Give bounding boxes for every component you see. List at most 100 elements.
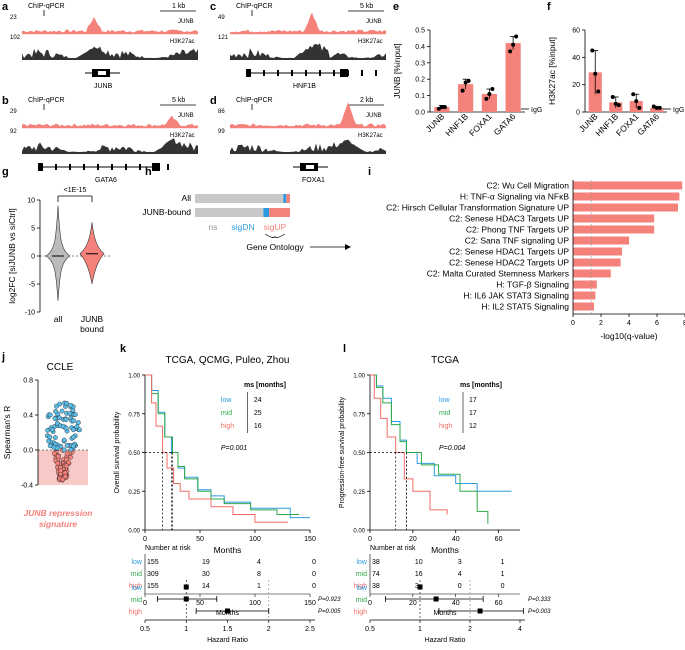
go-bar <box>573 258 621 267</box>
hr-tick-label: 2.5 <box>305 626 315 633</box>
k27-max-c: 121 <box>218 35 229 41</box>
risk-group-low: low <box>131 559 142 566</box>
panel-letter-f: f <box>547 1 551 13</box>
legend-low: low <box>221 397 232 404</box>
y-axis-label: Overall survival probability <box>114 411 121 493</box>
stacked-bar-bound <box>195 208 264 217</box>
data-point <box>631 92 636 97</box>
go-term-label: C2: Senese HDAC3 Targets UP <box>449 214 569 224</box>
hr-group-mid: mid <box>131 597 142 604</box>
risk-count: 16 <box>415 571 423 578</box>
category-label-bound: bound <box>80 324 104 334</box>
cell-line-point <box>61 437 67 443</box>
cell-line-point <box>63 417 69 423</box>
go-term-label: H: TNF-α Signaling via NFκB <box>460 192 569 202</box>
go-term-label: C2: Malta Curated Stemness Markers <box>427 269 569 279</box>
data-point <box>439 105 444 110</box>
cell-line-point <box>47 412 53 418</box>
risk-count: 3 <box>415 583 419 590</box>
hr-point <box>183 584 189 590</box>
k27-signal-a <box>22 46 198 60</box>
median-value-high: 16 <box>254 423 262 430</box>
category-label-all: all <box>54 314 63 324</box>
go-bar <box>573 203 678 212</box>
risk-count: 3 <box>458 559 462 566</box>
data-point <box>436 106 441 111</box>
junb-signal-a <box>22 16 198 34</box>
y-axis-label: JUNB [%input] <box>392 43 402 98</box>
x-tick-label: 20 <box>409 536 417 543</box>
scale-label-a: 1 kb <box>172 3 185 10</box>
panel-letter-k: k <box>120 343 127 355</box>
y-axis-label: Progression-free survival probability <box>339 396 346 508</box>
y-axis-label: log2FC [siJUNB vs siCtrl] <box>7 208 17 303</box>
panel-letter-j: j <box>1 351 5 363</box>
survival-curve-high <box>370 374 448 515</box>
cell-line-point <box>63 463 69 469</box>
cell-line-point <box>68 454 74 460</box>
x-tick-label: 2 <box>599 320 603 327</box>
risk-title: Number at risk <box>145 545 191 552</box>
k27-signal-d <box>230 139 386 154</box>
hr-tick-label: 2 <box>468 626 472 633</box>
hr-point <box>433 596 439 602</box>
data-point <box>490 87 495 92</box>
y-tick-label: 0.75 <box>128 412 140 418</box>
igg-label: IgG <box>673 107 684 114</box>
legend-sigdn: sigDN <box>231 222 254 232</box>
risk-group-high: high <box>129 583 142 590</box>
y-tick-label: 0.4 <box>415 44 425 51</box>
panel-letter-g: g <box>2 166 9 178</box>
stacked-bar-all <box>195 194 284 203</box>
risk-count: 74 <box>372 571 380 578</box>
risk-tick-label: 0 <box>368 600 372 607</box>
legend-high: high <box>439 423 452 430</box>
go-term-label: H: IL2 STAT5 Signaling <box>481 302 569 312</box>
chip-qpcr-label-a: ChIP-qPCR <box>28 3 65 10</box>
x-axis-label: -log10(q-value) <box>600 331 657 341</box>
arrow-head <box>345 244 351 250</box>
median-value-low: 24 <box>254 397 262 404</box>
gene-exon-utr <box>306 165 314 169</box>
go-term-label: C2: Senese HDAC2 Targets UP <box>449 258 569 268</box>
cell-line-point <box>59 408 65 414</box>
risk-count: 0 <box>312 571 316 578</box>
cell-line-point <box>53 408 58 414</box>
y-tick-label: 0.5 <box>415 28 425 35</box>
k27-max-d: 99 <box>218 129 225 135</box>
gene-exon <box>167 164 169 170</box>
cell-line-point <box>52 435 58 440</box>
risk-tick-label: 20 <box>409 600 417 607</box>
risk-count: 38 <box>372 583 380 590</box>
gene-exon <box>139 164 141 170</box>
hr-point <box>183 596 189 602</box>
go-bar <box>573 214 655 223</box>
survival-curve-high <box>145 374 288 523</box>
panel-letter-d: d <box>210 95 217 107</box>
x-tick-label: 40 <box>452 536 460 543</box>
y-tick-label: 0.00 <box>128 529 140 535</box>
category-label-GATA6: GATA6 <box>635 111 661 137</box>
risk-title: Number at risk <box>370 545 416 552</box>
category-label-FOXA1: FOXA1 <box>467 111 494 138</box>
p-value: P=0.001 <box>221 445 247 452</box>
cell-line-point <box>58 468 64 474</box>
x-tick-label: 0 <box>143 536 147 543</box>
stacked-bar-bound <box>269 208 290 217</box>
gene-exon <box>263 70 265 76</box>
risk-tick-label: 50 <box>196 600 204 607</box>
bar-JUNB <box>434 107 450 112</box>
y-tick-label: 10 <box>27 198 35 205</box>
go-term-label: H: IL6 JAK STAT3 Signaling <box>463 291 569 301</box>
hr-tick-label: 1 <box>418 626 422 633</box>
risk-count: 19 <box>202 559 210 566</box>
data-point <box>511 42 516 47</box>
x-tick-label: 50 <box>196 536 204 543</box>
data-point <box>596 89 601 94</box>
risk-count: 4 <box>257 559 261 566</box>
survival-curve-mid <box>145 374 299 515</box>
go-bar <box>573 280 597 289</box>
data-point <box>657 105 662 110</box>
risk-count: 38 <box>372 559 380 566</box>
median-value-low: 17 <box>469 397 477 404</box>
